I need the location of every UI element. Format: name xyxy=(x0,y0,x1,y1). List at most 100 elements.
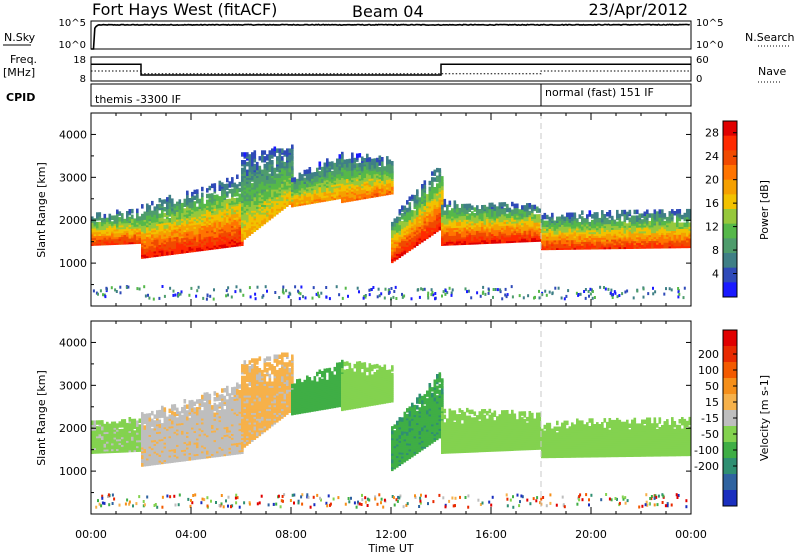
echo-cell xyxy=(261,181,264,186)
noise-cell xyxy=(138,287,141,291)
echo-cell xyxy=(433,192,437,198)
noise-cell xyxy=(418,295,421,299)
echo-cell xyxy=(286,156,289,161)
echo-cell xyxy=(588,221,592,227)
echo-cell xyxy=(561,224,564,229)
echo-cell xyxy=(356,163,359,168)
echo-cell xyxy=(243,163,247,169)
echo-cell xyxy=(151,200,154,206)
echo-cell xyxy=(448,210,452,215)
echo-cell xyxy=(478,209,482,214)
echo-cell xyxy=(226,199,229,204)
echo-cell xyxy=(341,158,344,163)
echo-cell xyxy=(261,169,264,175)
echo-cell xyxy=(243,152,247,157)
echo-cell xyxy=(443,210,447,215)
echo-cell xyxy=(411,210,414,215)
echo-cell xyxy=(98,221,102,227)
echo-cell xyxy=(306,169,309,174)
echo-cell xyxy=(498,202,502,207)
echo-cell xyxy=(461,203,464,209)
echo-cell xyxy=(616,209,619,215)
echo-cell xyxy=(491,208,494,213)
echo-cell xyxy=(256,161,259,167)
echo-cell xyxy=(421,184,424,189)
echo-cell xyxy=(136,208,139,214)
echo-cell xyxy=(198,198,202,204)
echo-cell xyxy=(368,164,372,170)
echo-cell xyxy=(131,218,134,223)
noise-cell xyxy=(604,287,607,291)
echo-cell xyxy=(316,171,319,176)
nsky-frame xyxy=(90,20,692,50)
echo-cell xyxy=(566,216,569,221)
noise-cell xyxy=(304,296,307,300)
echo-cell xyxy=(206,209,209,214)
echo-cell xyxy=(126,211,129,216)
echo-cell xyxy=(386,160,389,165)
echo-cell xyxy=(686,212,689,218)
echo-cell xyxy=(198,208,202,213)
noise-cell xyxy=(172,289,175,293)
echo-cell xyxy=(361,156,364,161)
echo-cell xyxy=(101,221,104,227)
echo-cell xyxy=(136,212,139,217)
echo-cell xyxy=(348,166,352,171)
echo-cell xyxy=(151,222,154,227)
echo-cell xyxy=(213,187,217,192)
echo-cell xyxy=(128,216,132,222)
echo-cell xyxy=(571,216,574,221)
echo-cell xyxy=(226,202,229,208)
echo-cell xyxy=(273,146,277,151)
noise-cell xyxy=(448,286,451,290)
echo-cell xyxy=(476,205,479,210)
echo-cell xyxy=(328,167,332,172)
noise-cell xyxy=(242,293,245,297)
echo-cell xyxy=(396,216,399,222)
nsky-line xyxy=(91,23,690,50)
echo-cell xyxy=(313,172,317,177)
echo-cell xyxy=(153,221,157,227)
echo-cell xyxy=(91,222,94,227)
echo-cell xyxy=(213,183,217,188)
noise-cell xyxy=(599,285,602,289)
echo-cell xyxy=(176,211,179,216)
echo-cell xyxy=(568,218,572,223)
echo-cell xyxy=(431,186,434,192)
echo-cell xyxy=(606,217,609,223)
echo-cell xyxy=(278,148,282,153)
noise-cell xyxy=(312,286,315,290)
nave-tick-bottom: 0 xyxy=(696,74,702,85)
echo-cell xyxy=(248,158,252,163)
echo-cell xyxy=(678,212,682,218)
echo-cell xyxy=(291,144,294,149)
echo-cell xyxy=(496,206,499,211)
echo-cell xyxy=(538,218,542,223)
echo-cell xyxy=(166,208,169,214)
echo-cell xyxy=(263,163,267,169)
echo-cell xyxy=(113,219,117,224)
echo-cell xyxy=(618,213,622,219)
echo-cell xyxy=(171,198,174,203)
echo-cell xyxy=(301,174,304,179)
noise-cell xyxy=(318,295,321,299)
echo-cell xyxy=(253,163,257,169)
echo-cell xyxy=(211,193,214,198)
echo-cell xyxy=(301,179,304,185)
echo-cell xyxy=(91,216,94,221)
echo-cell xyxy=(356,153,359,158)
echo-cell xyxy=(596,212,599,217)
noise-cell xyxy=(591,296,594,300)
echo-cell xyxy=(466,215,469,220)
noise-cell xyxy=(518,294,521,298)
echo-cell xyxy=(193,189,197,195)
echo-cell xyxy=(238,187,242,193)
echo-cell xyxy=(401,205,404,210)
echo-cell xyxy=(228,181,232,186)
noise-cell xyxy=(632,296,635,300)
echo-cell xyxy=(561,218,564,223)
echo-cell xyxy=(663,220,667,226)
echo-cell xyxy=(106,217,109,223)
echo-cell xyxy=(581,220,584,225)
echo-cell xyxy=(343,169,347,174)
